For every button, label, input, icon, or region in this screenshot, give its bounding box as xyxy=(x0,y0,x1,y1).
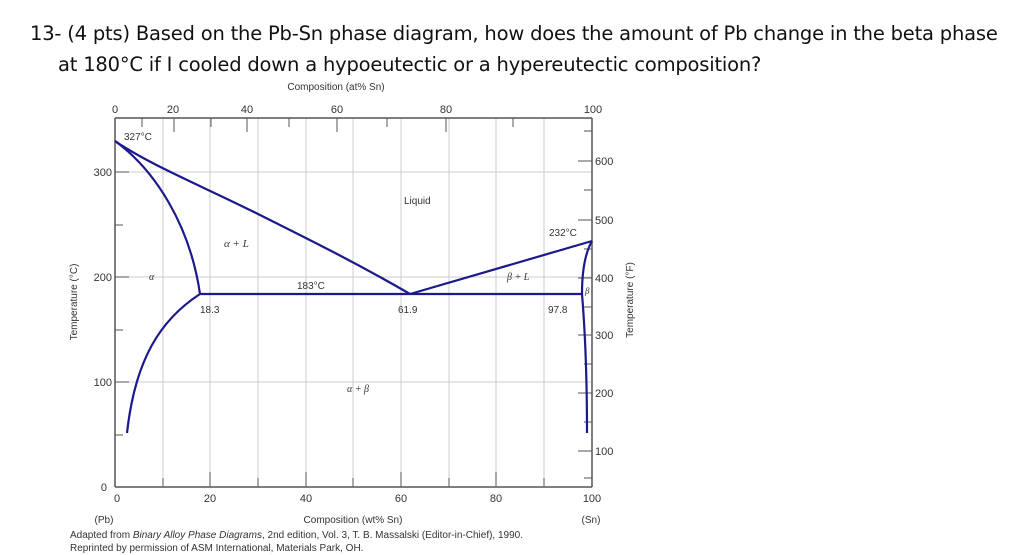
solvus-alpha xyxy=(125,293,201,434)
region-beta-l: β + L xyxy=(506,272,530,283)
caption-prefix: Adapted from xyxy=(70,530,133,541)
phase-lines xyxy=(114,140,593,434)
question-text: 13- (4 pts) Based on the Pb-Sn phase dia… xyxy=(30,18,998,80)
top-ticks xyxy=(141,118,514,132)
left-tick-200: 200 xyxy=(94,272,112,284)
bottom-tick-0: 0 xyxy=(114,493,120,505)
caption-line-1: Adapted from Binary Alloy Phase Diagrams… xyxy=(70,529,523,542)
solidus-beta xyxy=(580,240,593,295)
region-alpha: α xyxy=(149,272,155,283)
sn-label: (Sn) xyxy=(582,515,601,526)
bottom-tick-60: 60 xyxy=(395,493,407,505)
right-tick-400: 400 xyxy=(595,273,613,285)
right-tick-labels: 100 200 300 400 500 600 xyxy=(595,156,613,458)
left-ticks xyxy=(115,171,129,436)
region-beta: β xyxy=(584,286,590,296)
region-liquid: Liquid xyxy=(404,196,431,207)
left-tick-100: 100 xyxy=(94,377,112,389)
bottom-tick-100: 100 xyxy=(583,493,601,505)
solvus-beta xyxy=(580,293,589,434)
bottom-tick-80: 80 xyxy=(490,493,502,505)
top-tick-20: 20 xyxy=(167,104,179,116)
grid xyxy=(115,118,592,487)
eutectic-comp-label: 61.9 xyxy=(398,305,418,316)
caption-line-2: Reprinted by permission of ASM Internati… xyxy=(70,543,364,554)
question-line-2: at 180°C if I cooled down a hypoeutectic… xyxy=(58,53,762,76)
left-tick-0: 0 xyxy=(101,482,107,494)
top-tick-0: 0 xyxy=(112,104,118,116)
liquidus-right xyxy=(409,239,593,296)
bottom-ticks xyxy=(162,472,545,487)
left-tick-labels: 0 100 200 300 xyxy=(94,167,112,494)
bottom-tick-20: 20 xyxy=(204,493,216,505)
right-ticks xyxy=(578,130,592,479)
bottom-tick-40: 40 xyxy=(300,493,312,505)
top-tick-100: 100 xyxy=(584,104,602,116)
top-tick-80: 80 xyxy=(440,104,452,116)
eutectic-temp-label: 183°C xyxy=(297,281,325,292)
annotations: 327°C 232°C 183°C 18.3 61.9 97.8 xyxy=(124,132,577,316)
region-alpha-l: α + L xyxy=(224,238,249,250)
pb-melting-label: 327°C xyxy=(124,132,152,143)
beta-limit-label: 97.8 xyxy=(548,305,568,316)
alpha-limit-label: 18.3 xyxy=(200,305,220,316)
left-tick-300: 300 xyxy=(94,167,112,179)
caption-book-title: Binary Alloy Phase Diagrams xyxy=(132,530,262,541)
bottom-axis-title: Composition (wt% Sn) xyxy=(304,515,403,526)
caption-suffix: , 2nd edition, Vol. 3, T. B. Massalski (… xyxy=(261,530,524,541)
right-tick-300: 300 xyxy=(595,330,613,342)
right-tick-100: 100 xyxy=(595,446,613,458)
sn-melting-label: 232°C xyxy=(549,228,577,239)
source-caption: Adapted from Binary Alloy Phase Diagrams… xyxy=(70,529,523,555)
solidus-alpha xyxy=(114,140,202,295)
pb-label: (Pb) xyxy=(95,515,114,526)
bottom-tick-labels: 0 20 40 60 80 100 xyxy=(114,493,601,505)
right-axis-title: Temperature (°F) xyxy=(625,262,636,338)
liquidus-left xyxy=(114,140,411,295)
top-tick-60: 60 xyxy=(331,104,343,116)
right-tick-600: 600 xyxy=(595,156,613,168)
right-tick-500: 500 xyxy=(595,215,613,227)
left-axis-title: Temperature (°C) xyxy=(69,264,80,341)
top-tick-labels: 0 20 40 60 80 100 xyxy=(112,104,602,116)
top-axis-title: Composition (at% Sn) xyxy=(287,82,384,93)
top-tick-40: 40 xyxy=(241,104,253,116)
right-tick-200: 200 xyxy=(595,388,613,400)
question-line-1: 13- (4 pts) Based on the Pb-Sn phase dia… xyxy=(30,22,998,45)
region-alpha-beta: α + β xyxy=(347,384,369,395)
